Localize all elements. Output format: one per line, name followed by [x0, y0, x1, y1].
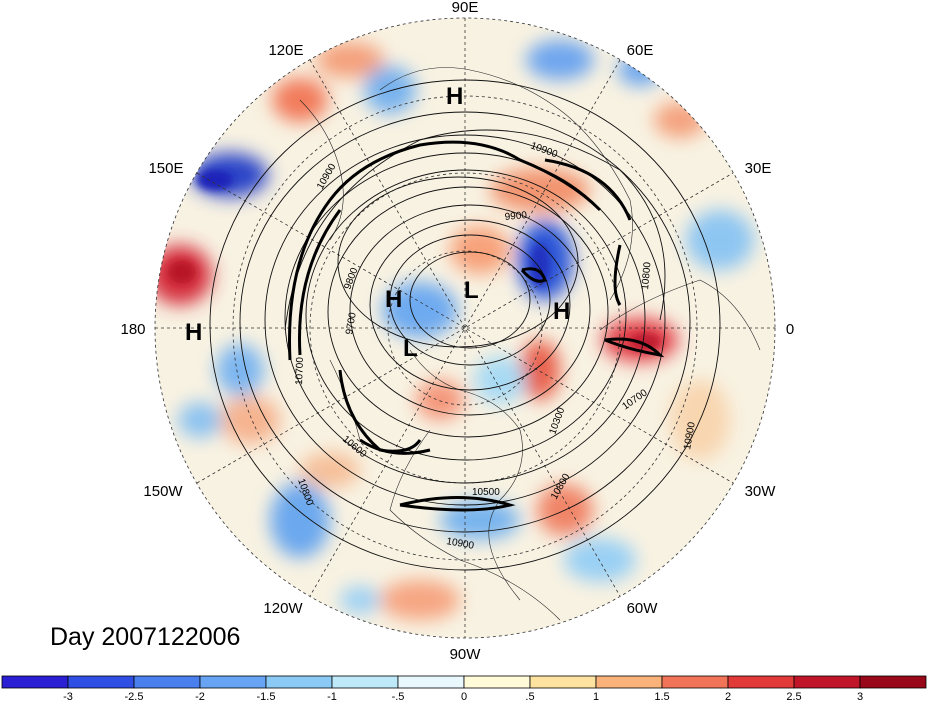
colorbar-swatch [463, 675, 531, 689]
colorbar-swatch [661, 675, 729, 689]
colorbar-label: -3 [63, 691, 73, 702]
lon-label-0: 0 [786, 321, 794, 338]
colorbar: -3 -2.5 -2 -1.5 -1 -.5 0 .5 1 1.5 2 2.5 3 [1, 675, 927, 702]
colorbar-label: -1 [327, 691, 337, 702]
contour-label: 10800 [640, 261, 653, 290]
high-pressure-marker: H [185, 319, 202, 346]
colorbar-swatch [397, 675, 465, 689]
high-pressure-marker: H [385, 286, 402, 313]
colorbar-label: -1.5 [257, 691, 276, 702]
lon-label-90e: 90E [452, 0, 479, 16]
colorbar-swatch [727, 675, 795, 689]
colorbar-label: 0 [461, 691, 467, 702]
colorbar-swatch [1, 675, 69, 689]
contour-label: 10500 [472, 487, 500, 498]
low-pressure-marker: L [403, 335, 418, 362]
colorbar-label: 3 [857, 691, 863, 702]
contour-label: 10900 [445, 536, 475, 552]
lon-label-150e: 150E [148, 160, 183, 177]
colorbar-label: -2 [195, 691, 205, 702]
contour-label: 9700 [344, 311, 359, 335]
lon-label-30w: 30W [745, 483, 777, 500]
colorbar-label: 2 [725, 691, 731, 702]
colorbar-label: -2.5 [125, 691, 144, 702]
lon-label-150w: 150W [143, 483, 183, 500]
jet-contours [288, 140, 665, 512]
contour-label: 10700 [294, 356, 306, 385]
contour-label: 10900 [682, 421, 698, 451]
coastlines [299, 67, 761, 621]
graticule [155, 18, 775, 638]
lon-label-60w: 60W [627, 600, 659, 617]
map-disc [155, 18, 775, 638]
high-pressure-marker: H [553, 298, 570, 325]
colorbar-swatch [859, 675, 927, 689]
colorbar-label: 2.5 [786, 691, 801, 702]
colorbar-label: 1 [593, 691, 599, 702]
colorbar-swatch [529, 675, 597, 689]
longitude-labels: 90E 60E 30E 0 30W 60W 90W 120W 150W 180 … [120, 0, 794, 663]
lon-label-90w: 90W [450, 646, 482, 663]
colorbar-swatch [199, 675, 267, 689]
colorbar-swatch [595, 675, 663, 689]
colorbar-swatch [133, 675, 201, 689]
lon-label-180: 180 [120, 321, 145, 338]
contour-label: 9900 [504, 210, 528, 223]
lon-label-30e: 30E [745, 160, 772, 177]
colorbar-label: -.5 [392, 691, 405, 702]
colorbar-label: 1.5 [654, 691, 669, 702]
colorbar-swatch [265, 675, 333, 689]
day-label: Day 2007122006 [50, 623, 240, 651]
lon-label-120e: 120E [268, 42, 303, 59]
colorbar-swatch [793, 675, 861, 689]
high-pressure-marker: H [446, 83, 463, 110]
colorbar-label: .5 [525, 691, 534, 702]
colorbar-swatch [331, 675, 399, 689]
pressure-centers: H H L H L H [185, 83, 570, 362]
lon-label-60e: 60E [627, 42, 654, 59]
colorbar-swatch [67, 675, 135, 689]
height-contours [209, 79, 721, 571]
map-boundary [154, 17, 776, 639]
lon-label-120w: 120W [263, 600, 303, 617]
low-pressure-marker: L [464, 277, 479, 304]
